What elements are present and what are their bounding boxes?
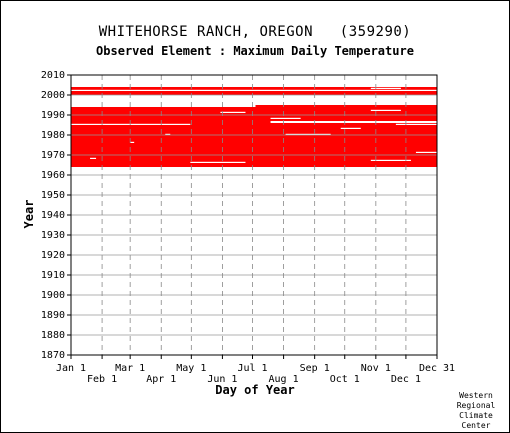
x-tick-label: Apr 1 [146, 374, 176, 385]
x-tick-label: Jul 1 [237, 363, 267, 374]
missing-gap [130, 141, 135, 143]
missing-gap [71, 99, 437, 101]
axes-layer: 2010 2000 1990 1980 1970 1960 1950 1940 1930 1920… [41, 70, 455, 385]
missing-gap [165, 133, 171, 135]
missing-gap [370, 87, 401, 89]
x-tick-label: Mar 1 [115, 363, 145, 374]
missing-gap [340, 127, 361, 129]
x-tick-label: Sep 1 [300, 363, 330, 374]
x-tick-label: Jan 1 [56, 363, 86, 374]
y-tick-label: 2010 [41, 70, 65, 81]
chart-title: WHITEHORSE RANCH, OREGON (359290) [98, 24, 412, 40]
x-tick-label: Jun 1 [207, 374, 237, 385]
x-tick-label: Aug 1 [269, 374, 299, 385]
missing-gap [71, 123, 191, 125]
x-tick-label: Dec 1 [391, 374, 421, 385]
x-tick-label: Oct 1 [330, 374, 360, 385]
missing-gap [285, 133, 331, 135]
y-tick-label: 1930 [41, 230, 65, 241]
y-tick-label: 1970 [41, 150, 65, 161]
missing-gap [71, 101, 437, 103]
x-tick-label: Dec 31 [419, 363, 455, 374]
missing-gap [415, 151, 437, 153]
missing-gap [90, 157, 97, 159]
y-tick-label: 1980 [41, 130, 65, 141]
y-tick-label: 1950 [41, 190, 65, 201]
missing-gap [220, 111, 246, 113]
y-tick-label: 1910 [41, 270, 65, 281]
missing-gap [71, 95, 437, 97]
credit-line: Center [462, 421, 491, 430]
y-tick-label: 1880 [41, 330, 65, 341]
y-tick-label: 1990 [41, 110, 65, 121]
y-axis-label: Year [22, 200, 36, 229]
credit-line: Western [459, 391, 493, 400]
missing-gap [270, 117, 301, 119]
data-layer [71, 87, 437, 167]
x-tick-label: Feb 1 [87, 374, 117, 385]
y-tick-label: 1900 [41, 290, 65, 301]
missing-gap [71, 89, 437, 91]
y-tick-label: 1890 [41, 310, 65, 321]
credit-line: Climate [459, 411, 493, 420]
y-tick-label: 1960 [41, 170, 65, 181]
x-axis-label: Day of Year [215, 383, 294, 397]
missing-gap [71, 97, 437, 99]
y-tick-label: 1940 [41, 210, 65, 221]
chart-subtitle: Observed Element : Maximum Daily Tempera… [96, 44, 414, 58]
x-tick-label: Nov 1 [361, 363, 391, 374]
credit-line: Regional [457, 401, 496, 410]
y-tick-label: 1870 [41, 350, 65, 361]
y-tick-label: 1920 [41, 250, 65, 261]
missing-gap [395, 123, 437, 125]
missing-gap [190, 161, 246, 163]
x-tick-label: May 1 [176, 363, 206, 374]
missing-gap [370, 109, 401, 111]
missing-gap [370, 159, 411, 161]
data-block [255, 105, 437, 121]
y-tick-label: 2000 [41, 90, 65, 101]
